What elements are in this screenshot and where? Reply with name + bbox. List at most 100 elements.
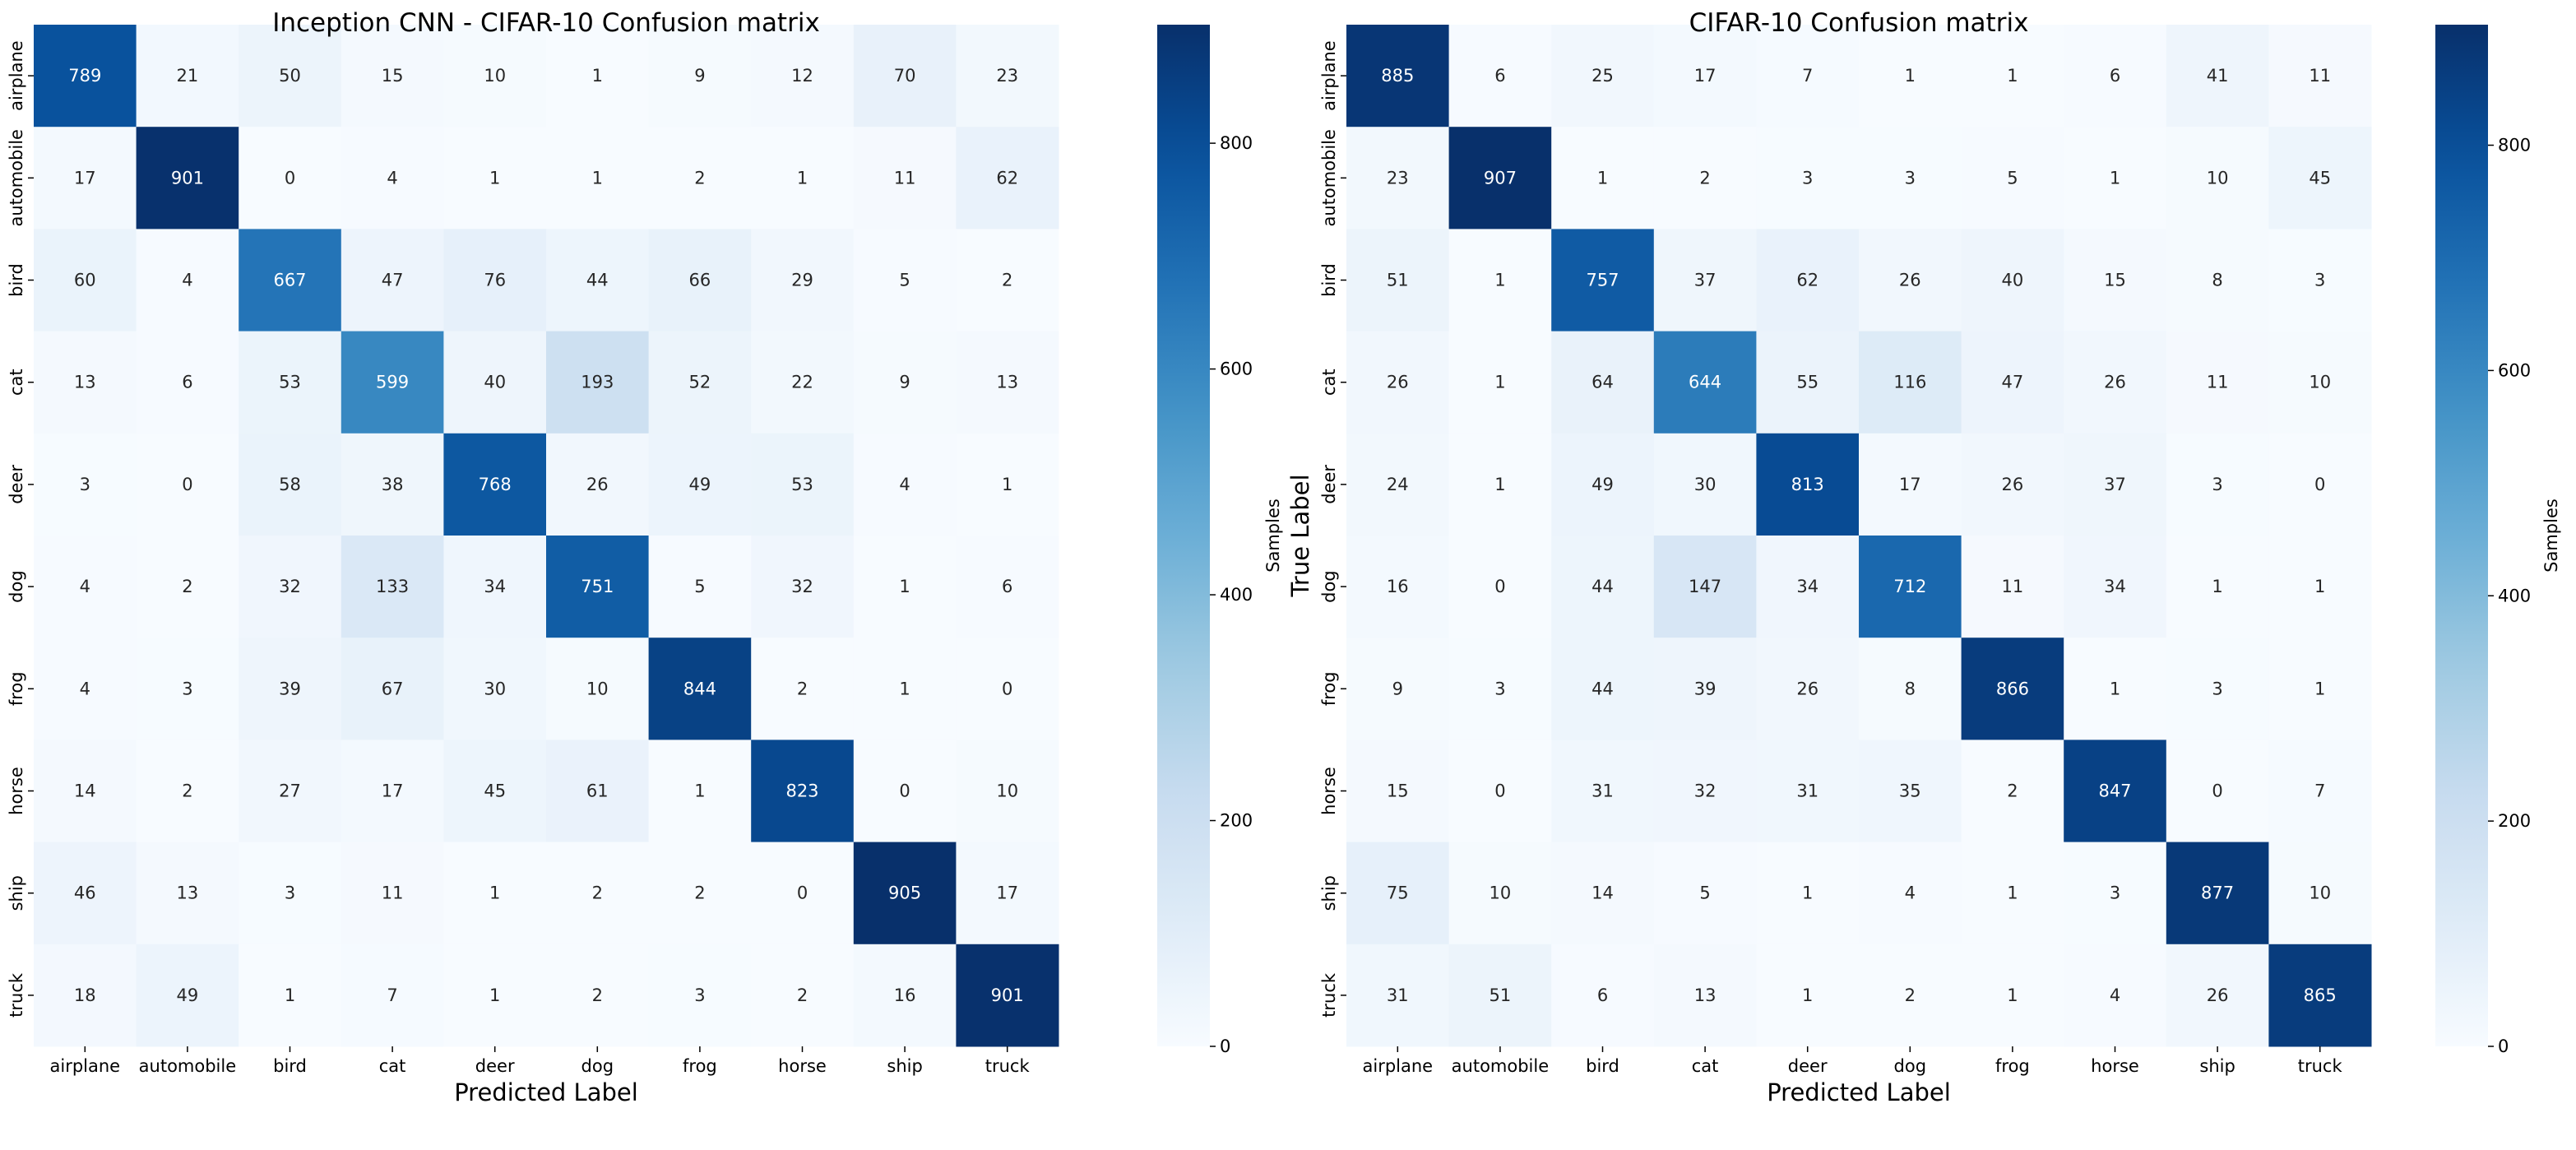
- heatmap-cell: [1756, 842, 1860, 945]
- cell-value-label: 30: [484, 679, 506, 698]
- heatmap-cell: [443, 229, 547, 332]
- cell-value-label: 2: [694, 883, 705, 903]
- heatmap-cell: [239, 229, 342, 332]
- heatmap-cell: [1346, 433, 1450, 536]
- heatmap-cell: [341, 740, 444, 843]
- heatmap-cell: [546, 842, 650, 945]
- heatmap-cell: [648, 433, 752, 536]
- cell-value-label: 23: [1387, 168, 1409, 188]
- heatmap-cell: [853, 229, 957, 332]
- cell-value-label: 9: [694, 66, 705, 86]
- heatmap-cell: [546, 127, 650, 230]
- cell-value-label: 6: [2110, 66, 2120, 86]
- cell-value-label: 3: [182, 679, 192, 698]
- heatmap-cell: [1756, 740, 1860, 843]
- cell-value-label: 11: [2207, 373, 2229, 392]
- cell-value-label: 27: [279, 781, 301, 801]
- x-tick-label: bird: [1586, 1056, 1619, 1076]
- x-tick-label: horse: [2091, 1056, 2139, 1076]
- cell-value-label: 21: [177, 66, 199, 86]
- cell-value-label: 11: [2002, 577, 2024, 596]
- heatmap-cell: [751, 25, 855, 128]
- y-tick-label: ship: [1319, 875, 1339, 911]
- heatmap-cell: [648, 127, 752, 230]
- heatmap-cell: [2064, 740, 2167, 843]
- heatmap-cell: [956, 127, 1059, 230]
- cell-value-label: 865: [2304, 985, 2337, 1005]
- cell-value-label: 2: [797, 985, 808, 1005]
- heatmap-cell: [1756, 536, 1860, 638]
- cell-value-label: 14: [74, 781, 96, 801]
- heatmap-cell: [1859, 944, 1962, 1047]
- cell-value-label: 10: [2309, 373, 2331, 392]
- heatmap-cell: [1448, 331, 1552, 434]
- y-tick-label: ship: [7, 875, 26, 911]
- heatmap-cell: [2166, 842, 2269, 945]
- heatmap-cell: [648, 944, 752, 1047]
- cell-value-label: 1: [285, 985, 295, 1005]
- cell-value-label: 751: [581, 577, 614, 596]
- y-tick-label: dog: [1319, 570, 1339, 603]
- heatmap-cell: [1653, 25, 1757, 128]
- heatmap-cell: [34, 331, 137, 434]
- heatmap-cell: [341, 331, 444, 434]
- cell-value-label: 116: [1893, 373, 1926, 392]
- cell-value-label: 823: [785, 781, 818, 801]
- chart-title: Inception CNN - CIFAR-10 Confusion matri…: [272, 8, 820, 38]
- heatmap-cell: [1859, 842, 1962, 945]
- cell-value-label: 2: [182, 577, 192, 596]
- cell-value-label: 40: [2002, 271, 2024, 290]
- x-tick-label: truck: [2298, 1056, 2343, 1076]
- x-tick-label: airplane: [49, 1056, 120, 1076]
- cell-value-label: 1: [592, 168, 603, 188]
- y-tick-label: airplane: [7, 40, 26, 111]
- heatmap-cell: [1551, 331, 1655, 434]
- x-tick-label: airplane: [1362, 1056, 1433, 1076]
- heatmap-cell: [443, 25, 547, 128]
- cell-value-label: 15: [382, 66, 404, 86]
- cell-value-label: 26: [1387, 373, 1409, 392]
- colorbar-tick-label: 0: [1220, 1036, 1230, 1056]
- cell-value-label: 599: [376, 373, 409, 392]
- heatmap-cell: [443, 638, 547, 740]
- colorbar-label: Samples: [1263, 498, 1283, 573]
- cell-value-label: 844: [683, 679, 716, 698]
- cell-value-label: 0: [797, 883, 808, 903]
- cell-value-label: 3: [2212, 679, 2222, 698]
- heatmap-cell: [1346, 944, 1450, 1047]
- cell-value-label: 30: [1694, 475, 1717, 494]
- cell-value-label: 13: [996, 373, 1018, 392]
- colorbar-tick-label: 200: [1220, 811, 1253, 831]
- cell-value-label: 2: [1905, 985, 1916, 1005]
- heatmap-cell: [136, 536, 239, 638]
- cell-value-label: 5: [694, 577, 705, 596]
- heatmap-cell: [751, 842, 855, 945]
- heatmap-cell: [239, 740, 342, 843]
- heatmap-cell: [341, 229, 444, 332]
- heatmap-cell: [2166, 229, 2269, 332]
- cell-value-label: 1: [2212, 577, 2222, 596]
- heatmap-cell: [136, 638, 239, 740]
- heatmap-cell: [1551, 127, 1655, 230]
- heatmap-cell: [443, 536, 547, 638]
- heatmap-cell: [1961, 127, 2064, 230]
- cell-value-label: 1: [489, 168, 500, 188]
- cell-value-label: 3: [694, 985, 705, 1005]
- heatmap-cell: [2268, 229, 2372, 332]
- cell-value-label: 5: [2007, 168, 2018, 188]
- heatmap-cell: [1448, 740, 1552, 843]
- heatmap-cell: [648, 638, 752, 740]
- cell-value-label: 1: [592, 66, 603, 86]
- cell-value-label: 17: [1694, 66, 1717, 86]
- cell-value-label: 6: [1597, 985, 1608, 1005]
- colorbar: [2435, 25, 2488, 1046]
- heatmap-cell: [136, 740, 239, 843]
- x-tick-label: frog: [1995, 1056, 2030, 1076]
- cell-value-label: 46: [74, 883, 96, 903]
- y-tick-label: dog: [7, 570, 26, 603]
- cell-value-label: 35: [1899, 781, 1921, 801]
- cell-value-label: 1: [1002, 475, 1012, 494]
- heatmap-cell: [1551, 229, 1655, 332]
- cell-value-label: 8: [1905, 679, 1916, 698]
